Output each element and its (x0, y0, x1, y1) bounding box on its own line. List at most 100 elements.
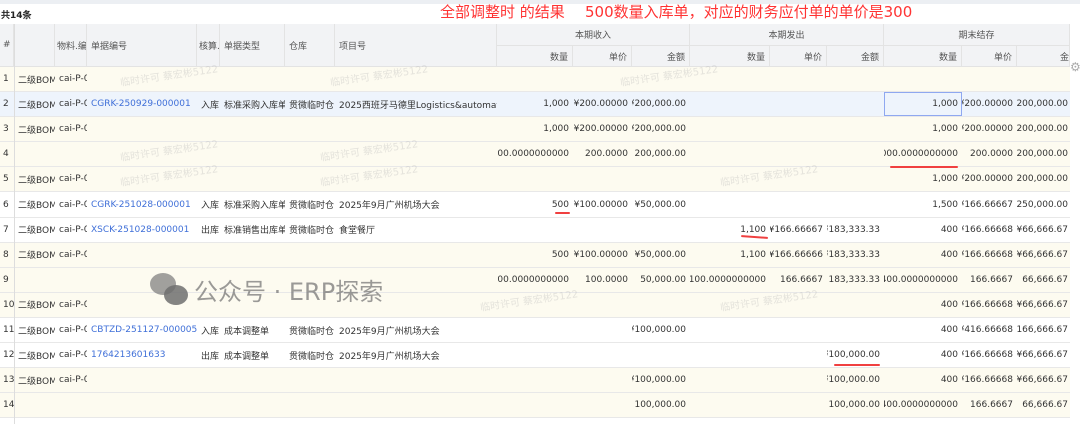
cell-wh: 贯微临时仓 (289, 100, 335, 111)
cell-out-q: 1,100 (740, 224, 766, 235)
cell-type: 标准销售出库单 (224, 226, 285, 237)
header-row: # 物料.编码 单据编号 核算... 单据类型 仓库 项目号 (0, 24, 497, 67)
cell-wh (285, 368, 335, 392)
cell-out-p (770, 393, 827, 417)
cell-out-q (690, 142, 770, 166)
table-row[interactable]: 13 二级BOM cai-P-01 ¥100,000.00 ¥100,000.00 400… (0, 368, 1070, 394)
header-doc-no[interactable]: 单据编号 (87, 24, 197, 66)
cell-wh (285, 67, 335, 91)
header-out-amount[interactable]: 金额 (827, 46, 884, 66)
table-row[interactable]: 10 二级BOM cai-P-01 400 ¥166.66668 ¥66,666.67 (0, 292, 1070, 318)
table-row[interactable]: 7 二级BOM cai-P-01 XSCK-251028-000001 出库标准销售出库… (0, 217, 1070, 243)
cell-wh (285, 393, 335, 417)
cell-acc: 入库 (201, 100, 220, 111)
cell-acc (197, 243, 220, 267)
cell-type (220, 393, 285, 417)
header-item-name[interactable] (14, 24, 55, 66)
cell-end-q: 1,000 (884, 92, 962, 117)
cell-out-q: 1,100.0000000000 (690, 274, 766, 285)
cell-end-q: 400 (940, 325, 958, 335)
header-out-price[interactable]: 单价 (770, 46, 827, 66)
header-end-price[interactable]: 单价 (962, 46, 1017, 66)
table-row[interactable]: 5 二级BOM cai-P-01 1,000 ¥200.00000 ¥200,000.00 (0, 167, 1070, 193)
cell-out-a (827, 167, 884, 191)
cell-out-a (827, 142, 884, 166)
doc-number-link[interactable]: CGRK-251028-000001 (91, 199, 191, 210)
cell-proj (335, 167, 497, 191)
table-row[interactable]: 11 二级BOM cai-P-01 CBTZD-251127-000005 入库成本调整… (0, 318, 1070, 343)
cell-proj (335, 243, 497, 267)
cell-idx: 6 (3, 199, 9, 210)
cell-in-a: ¥100,000.00 (632, 325, 686, 335)
cell-acc (197, 142, 220, 166)
doc-number-link[interactable]: XSCK-251028-000001 (91, 224, 190, 235)
cell-out-p (770, 67, 827, 91)
header-end-amount[interactable]: 金 (1017, 46, 1070, 66)
cell-out-a: ¥183,333.33 (827, 249, 880, 260)
header-warehouse[interactable]: 仓库 (285, 24, 335, 66)
cell-idx: 1 (3, 74, 9, 84)
table-row[interactable]: 8 二级BOM cai-P-01 500 ¥100.00000 ¥50,000.00 1,1… (0, 242, 1070, 268)
cell-idx: 10 (3, 299, 14, 310)
table-row[interactable]: 2 二级BOM cai-P-01 CGRK-250929-000001 入库标准采购入库… (0, 92, 1070, 118)
header-in-amount[interactable]: 金额 (632, 46, 690, 66)
doc-number-link[interactable]: 1764213601633 (91, 350, 166, 361)
cell-name: 二级BOM (18, 226, 55, 237)
table-row[interactable]: 1 二级BOM cai-P-01 (0, 67, 1070, 92)
cell-idx: 8 (3, 249, 9, 260)
cell-in-a: 200,000.00 (634, 149, 686, 160)
cell-in-q (497, 368, 573, 392)
cell-type: 标准采购入库单 (224, 100, 285, 111)
cell-acc: 出库 (201, 226, 220, 237)
doc-number-link[interactable]: CGRK-250929-000001 (91, 99, 191, 110)
cell-in-q (497, 293, 573, 317)
cell-end-q (884, 67, 962, 91)
cell-idx: 9 (3, 274, 9, 285)
header-accounting[interactable]: 核算... (197, 24, 220, 66)
cell-idx: 11 (3, 325, 14, 335)
header-index[interactable]: # (0, 24, 14, 66)
cell-type: 成本调整单 (224, 326, 270, 337)
header-group-row: 本期收入 本期发出 期末结存 (497, 24, 1070, 46)
cell-out-a (827, 293, 884, 317)
header-in-qty[interactable]: 数量 (497, 46, 573, 66)
gear-icon[interactable]: ⚙ (1070, 60, 1080, 74)
header-project[interactable]: 项目号 (335, 24, 497, 66)
underline-end-qty-row4 (890, 166, 958, 168)
header-end-qty[interactable]: 数量 (884, 46, 962, 66)
cell-in-p (573, 343, 632, 367)
cell-code: cai-P-01 (59, 74, 87, 84)
cell-end-q: 1,000 (932, 174, 958, 185)
cell-out-q (690, 343, 770, 367)
cell-idx: 3 (3, 124, 9, 135)
table-row[interactable]: 14 100,000.00 100,000.00 400.0000000000 166.… (0, 393, 1070, 419)
cell-out-q (690, 368, 770, 392)
header-in-price[interactable]: 单价 (573, 46, 632, 66)
header-out-qty[interactable]: 数量 (690, 46, 770, 66)
header-material-code[interactable]: 物料.编码 (55, 24, 87, 66)
cell-out-q (690, 167, 770, 191)
cell-wh (285, 167, 335, 191)
cell-in-p: ¥200.00000 (573, 124, 628, 135)
cell-proj (335, 393, 497, 417)
cell-end-a: ¥66,666.67 (1017, 249, 1068, 260)
cell-name: 二级BOM (18, 201, 55, 211)
cell-out-p: ¥166.66667 (770, 224, 823, 235)
header-doc-type[interactable]: 单据类型 (220, 24, 285, 66)
cell-in-p: ¥200.00000 (573, 99, 628, 110)
cell-end-q: 400 (940, 249, 958, 260)
underline-out-amount-row12 (834, 364, 880, 366)
cell-wh (285, 117, 335, 141)
table-row[interactable]: 4 1,000.0000000000 200.0000 200,000.00 1,000… (0, 142, 1070, 168)
cell-name: 二级BOM (18, 251, 55, 262)
cell-end-p: ¥200.00000 (962, 99, 1013, 110)
doc-number-link[interactable]: CBTZD-251127-000005 (91, 325, 197, 335)
cell-end-a: ¥200,000.00 (1017, 174, 1068, 185)
table-row[interactable]: 6 二级BOM cai-P-01 CGRK-251028-000001 入库标准采购入库… (0, 192, 1070, 218)
doc-number-link (87, 368, 197, 392)
table-row[interactable]: 3 二级BOM cai-P-01 1,000 ¥200.00000 ¥200,000.00… (0, 117, 1070, 143)
cell-end-a (1017, 67, 1070, 91)
cell-out-q (690, 92, 770, 116)
cell-type: 成本调整单 (224, 351, 270, 362)
